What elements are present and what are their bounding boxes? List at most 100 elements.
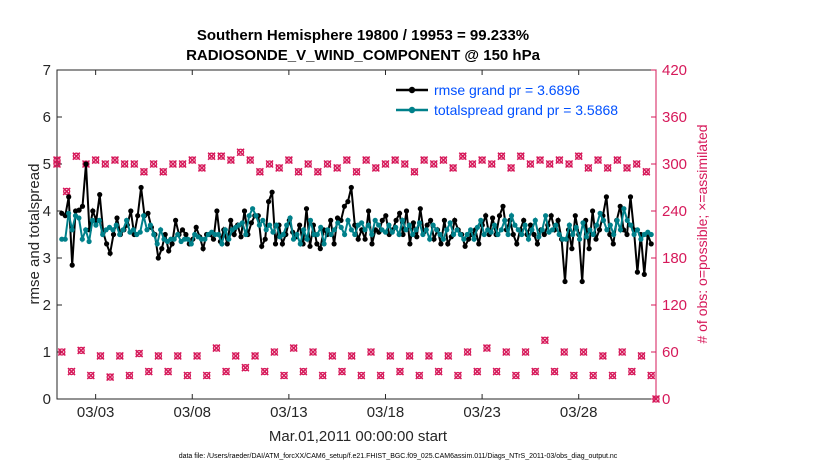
- obs-marker: [207, 152, 216, 161]
- series-point-rmse: [104, 241, 110, 247]
- obs-assimilated-marker: [637, 351, 646, 360]
- obs-marker: [197, 163, 206, 172]
- obs-assimilated-marker: [545, 159, 554, 169]
- obs-marker: [304, 159, 313, 169]
- obs-marker: [410, 167, 419, 176]
- series-point-totalspread: [437, 231, 443, 238]
- series-point-rmse: [527, 222, 534, 228]
- series-point-totalspread: [624, 217, 630, 223]
- obs-possible-marker: [377, 371, 385, 380]
- obs-marker: [400, 159, 409, 169]
- obs-marker: [352, 167, 361, 176]
- series-point-totalspread: [577, 236, 583, 242]
- obs-possible-marker: [53, 160, 61, 168]
- obs-marker: [618, 347, 627, 357]
- obs-assimilated-marker: [487, 159, 496, 169]
- obs-assimilated-marker: [526, 159, 535, 169]
- series-point-totalspread: [147, 222, 153, 228]
- obs-marker: [101, 159, 110, 169]
- obs-possible-marker: [333, 164, 341, 172]
- obs-possible-marker: [521, 348, 530, 356]
- series-point-totalspread: [413, 227, 419, 233]
- obs-possible-marker: [391, 156, 399, 164]
- obs-marker: [342, 156, 351, 165]
- obs-possible-marker: [386, 352, 394, 360]
- obs-assimilated-marker: [212, 344, 221, 353]
- obs-possible-marker: [584, 164, 593, 172]
- y-tick-label-left: 6: [43, 109, 51, 126]
- x-tick-label: 03/18: [367, 404, 405, 421]
- obs-possible-marker: [227, 156, 235, 164]
- series-point-totalspread: [284, 222, 290, 228]
- series-point-totalspread: [304, 236, 310, 242]
- obs-assimilated-marker: [458, 152, 467, 161]
- x-tick-label: 03/13: [270, 404, 308, 421]
- obs-possible-marker: [343, 156, 351, 164]
- obs-assimilated-marker: [516, 152, 525, 161]
- series-point-totalspread: [583, 234, 590, 240]
- series-point-totalspread: [495, 231, 501, 238]
- series-point-rmse: [593, 236, 599, 242]
- series-point-rmse: [341, 203, 347, 209]
- obs-assimilated-marker: [77, 346, 86, 355]
- obs-marker: [188, 156, 197, 165]
- obs-assimilated-marker: [328, 351, 337, 360]
- obs-marker: [120, 159, 129, 169]
- obs-possible-marker: [149, 160, 158, 168]
- series-point-totalspread: [648, 231, 654, 238]
- obs-possible-marker: [294, 168, 303, 176]
- obs-marker: [386, 351, 395, 360]
- obs-assimilated-marker: [202, 371, 211, 380]
- series-point-rmse: [183, 231, 189, 238]
- obs-assimilated-marker: [188, 156, 197, 165]
- obs-possible-marker: [256, 168, 264, 176]
- obs-possible-marker: [628, 367, 636, 376]
- series-point-rmse: [500, 203, 506, 209]
- obs-marker: [337, 367, 347, 376]
- obs-marker: [482, 344, 491, 353]
- obs-possible-marker: [111, 156, 119, 164]
- series-point-totalspread: [631, 231, 637, 238]
- obs-assimilated-marker: [304, 159, 313, 169]
- series-point-totalspread: [508, 213, 515, 219]
- obs-marker: [357, 371, 366, 380]
- series-point-totalspread: [359, 220, 365, 226]
- series-point-totalspread: [124, 217, 130, 223]
- series-point-totalspread: [434, 227, 440, 233]
- series-point-totalspread: [263, 227, 269, 233]
- obs-possible-marker: [338, 367, 346, 376]
- obs-possible-marker: [178, 160, 187, 168]
- obs-assimilated-marker: [251, 351, 260, 360]
- obs-assimilated-marker: [110, 156, 119, 165]
- series-point-rmse: [79, 203, 86, 209]
- series-point-rmse: [627, 194, 634, 200]
- series-point-rmse: [272, 241, 279, 247]
- obs-assimilated-marker: [236, 148, 245, 157]
- series-point-totalspread: [529, 227, 535, 233]
- series-point-rmse: [590, 208, 596, 214]
- obs-assimilated-marker: [135, 349, 144, 358]
- obs-possible-marker: [270, 348, 279, 356]
- obs-marker: [333, 163, 342, 172]
- series-point-rmse: [414, 234, 420, 240]
- series-point-totalspread: [423, 227, 429, 233]
- obs-assimilated-marker: [622, 163, 632, 172]
- obs-possible-marker: [96, 352, 105, 360]
- y-axis-label-left: rmse and totalspread: [26, 164, 43, 305]
- obs-assimilated-marker: [651, 394, 661, 404]
- obs-possible-marker: [120, 160, 129, 168]
- series-point-totalspread: [638, 236, 644, 242]
- obs-assimilated-marker: [415, 371, 424, 380]
- obs-assimilated-marker: [536, 156, 545, 165]
- obs-possible-marker: [531, 367, 539, 376]
- obs-marker: [183, 371, 192, 380]
- series-point-totalspread: [226, 236, 232, 242]
- series-point-rmse: [610, 241, 616, 247]
- obs-possible-marker: [526, 160, 535, 168]
- obs-possible-marker: [275, 164, 283, 172]
- obs-assimilated-marker: [560, 347, 569, 357]
- series-point-rmse: [269, 189, 275, 195]
- obs-assimilated-marker: [226, 156, 235, 165]
- series-point-totalspread: [137, 229, 143, 235]
- y-tick-label-left: 0: [43, 391, 51, 408]
